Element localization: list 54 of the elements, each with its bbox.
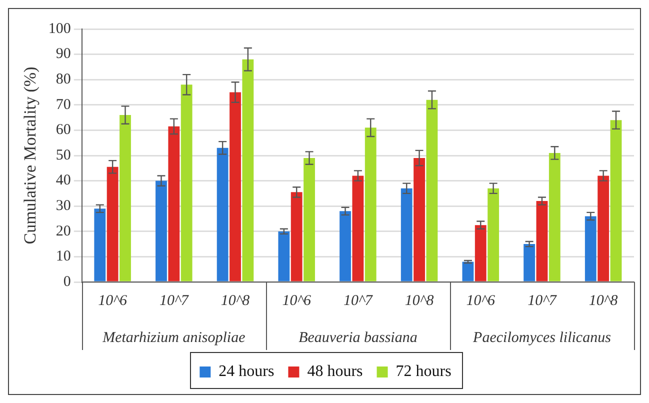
x-tick-label: 10^6: [98, 292, 128, 309]
x-tick-label: 10^8: [588, 292, 618, 309]
x-tick-label: 10^7: [160, 292, 190, 309]
y-tick-label: 50: [56, 147, 71, 164]
bar: [598, 176, 610, 282]
x-tick-label: 10^8: [404, 292, 434, 309]
x-tick-label: 10^7: [528, 292, 558, 309]
text: Paecilomyces lilicanus: [472, 330, 612, 346]
y-tick-label: 30: [56, 198, 71, 214]
bar: [548, 152, 560, 282]
y-tick-label: 90: [56, 46, 71, 62]
bar: [488, 188, 500, 282]
bar: [426, 100, 438, 282]
x-tick-label: 10^6: [282, 292, 312, 309]
y-tick-label: 10: [56, 248, 71, 265]
bar: [584, 216, 596, 282]
bar: [106, 166, 118, 282]
bar: [610, 120, 622, 282]
bar: [168, 126, 180, 282]
bar: [340, 211, 351, 282]
bar: [120, 115, 131, 282]
bar: [536, 201, 548, 282]
bar: [156, 180, 167, 282]
bar: [524, 244, 536, 282]
bar: [180, 84, 192, 282]
bar: [364, 128, 376, 282]
y-tick-label: 20: [56, 223, 71, 240]
legend-label: 48 hours: [307, 363, 363, 380]
legend-label: 24 hours: [218, 363, 274, 380]
y-axis-title: Cumulative Mortality (%): [20, 66, 40, 244]
bar: [278, 231, 290, 282]
bar: [400, 188, 412, 282]
bar: [414, 158, 425, 282]
text: Beauveria bassiana: [298, 330, 418, 346]
bar: [242, 59, 254, 282]
x-tick-label: 10^6: [466, 292, 496, 309]
bar: [290, 192, 302, 282]
y-tick-label: 40: [56, 172, 71, 189]
text: Metarhizium anisopliae: [102, 330, 246, 346]
bar: [474, 225, 486, 282]
bar: [462, 262, 474, 282]
y-tick-label: 0: [63, 274, 71, 290]
x-tick-label: 10^7: [344, 292, 374, 309]
y-tick-label: 100: [48, 20, 71, 37]
bar: [304, 158, 315, 282]
bar: [94, 208, 106, 282]
bar: [216, 148, 228, 282]
y-tick-label: 70: [56, 96, 71, 113]
legend-label: 72 hours: [396, 363, 452, 380]
y-tick-label: 80: [56, 72, 71, 88]
y-tick-label: 60: [56, 122, 71, 138]
bar: [230, 92, 241, 282]
x-tick-label: 10^8: [220, 292, 250, 309]
bar: [352, 176, 364, 282]
